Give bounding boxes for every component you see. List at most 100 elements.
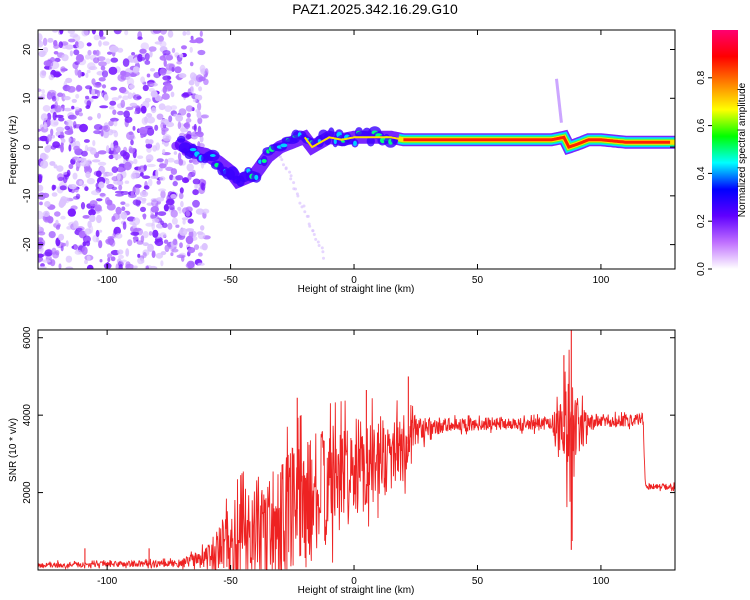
- noise-blob: [55, 225, 61, 230]
- noise-blob: [108, 106, 115, 110]
- noise-blob: [296, 194, 300, 198]
- noise-blob: [61, 54, 69, 62]
- noise-blob: [124, 161, 132, 171]
- noise-blob: [322, 256, 325, 260]
- noise-blob: [140, 235, 145, 243]
- noise-blob: [133, 158, 138, 165]
- noise-blob: [49, 161, 56, 166]
- x-tick-label: -100: [97, 576, 117, 587]
- noise-blob: [42, 105, 51, 112]
- noise-blob: [144, 116, 148, 124]
- noise-blob: [128, 84, 135, 90]
- noise-blob: [320, 246, 324, 250]
- noise-blob: [38, 50, 46, 58]
- noise-blob: [196, 131, 204, 138]
- noise-blob: [158, 163, 167, 169]
- x-tick-label: 50: [472, 576, 484, 587]
- noise-blob: [69, 50, 73, 57]
- noise-blob: [67, 86, 76, 93]
- noise-blob: [197, 117, 203, 125]
- noise-blob: [54, 105, 62, 113]
- noise-blob: [180, 200, 184, 208]
- noise-blob: [113, 130, 119, 138]
- noise-blob: [140, 105, 147, 114]
- noise-blob: [120, 211, 128, 220]
- noise-blob: [185, 105, 194, 112]
- noise-blob: [185, 262, 194, 269]
- noise-blob: [136, 96, 142, 100]
- noise-blob: [54, 57, 61, 63]
- noise-blob: [106, 183, 115, 190]
- noise-blob: [93, 34, 100, 41]
- noise-blob: [132, 66, 140, 73]
- noise-blob: [68, 184, 77, 190]
- noise-blob: [101, 84, 107, 89]
- noise-blob: [146, 127, 155, 136]
- noise-blob: [71, 105, 75, 110]
- noise-blob: [125, 263, 134, 269]
- noise-blob: [60, 244, 64, 252]
- noise-blob: [60, 144, 64, 153]
- noise-blob: [38, 266, 47, 269]
- snr-x-axis-label: Height of straight line (km): [298, 585, 415, 596]
- noise-blob: [91, 30, 96, 35]
- noise-blob: [132, 125, 136, 131]
- noise-blob: [170, 91, 175, 98]
- noise-blob: [97, 161, 107, 166]
- noise-blob: [162, 50, 171, 56]
- spectrogram-x-axis: -100 -50 0 50 100: [97, 30, 610, 286]
- noise-blob: [194, 94, 200, 100]
- noise-blob: [145, 138, 150, 145]
- snr-frame: [37, 329, 676, 571]
- noise-blob: [58, 233, 65, 241]
- noise-blob: [99, 259, 103, 263]
- noise-blob: [153, 72, 161, 79]
- noise-blob: [38, 244, 42, 250]
- noise-blob: [118, 184, 123, 191]
- noise-blob: [91, 88, 95, 96]
- noise-blob: [97, 112, 101, 119]
- noise-blob: [289, 174, 293, 178]
- noise-blob: [42, 259, 51, 263]
- noise-blob: [161, 93, 170, 100]
- noise-blob: [194, 183, 198, 189]
- noise-blob: [43, 121, 47, 128]
- noise-blob: [82, 215, 91, 219]
- noise-blob: [125, 106, 134, 111]
- colorbar-tick-label: 0.4: [696, 166, 707, 180]
- noise-blob: [151, 199, 159, 207]
- noise-blob: [96, 198, 103, 202]
- noise-blob: [163, 204, 169, 212]
- noise-blob: [201, 182, 206, 191]
- noise-blob: [185, 235, 194, 245]
- x-tick-label: -50: [223, 576, 238, 587]
- noise-blob: [113, 30, 122, 35]
- noise-blob: [125, 203, 130, 207]
- noise-blob: [150, 213, 155, 220]
- noise-blob: [48, 74, 54, 81]
- noise-blob: [115, 233, 123, 239]
- noise-blob: [154, 124, 159, 131]
- noise-blob: [120, 150, 127, 157]
- noise-blob: [113, 226, 122, 236]
- noise-blob: [168, 63, 176, 72]
- snr-line: [38, 349, 675, 570]
- noise-blob: [68, 144, 72, 152]
- noise-blob: [179, 187, 184, 194]
- spike-streak: [554, 78, 563, 123]
- noise-blob: [168, 115, 173, 123]
- noise-blob: [176, 254, 186, 259]
- noise-blob: [155, 169, 159, 178]
- noise-blob: [82, 235, 91, 244]
- noise-blob: [64, 196, 70, 204]
- noise-blob: [54, 211, 61, 217]
- noise-blob: [137, 155, 144, 159]
- noise-blob: [143, 164, 147, 171]
- noise-blob: [192, 98, 197, 103]
- noise-blob: [64, 125, 70, 130]
- noise-blob: [111, 166, 119, 174]
- noise-blob: [140, 206, 146, 212]
- noise-blob: [51, 192, 58, 197]
- noise-blob: [314, 237, 318, 241]
- noise-blob: [178, 73, 187, 79]
